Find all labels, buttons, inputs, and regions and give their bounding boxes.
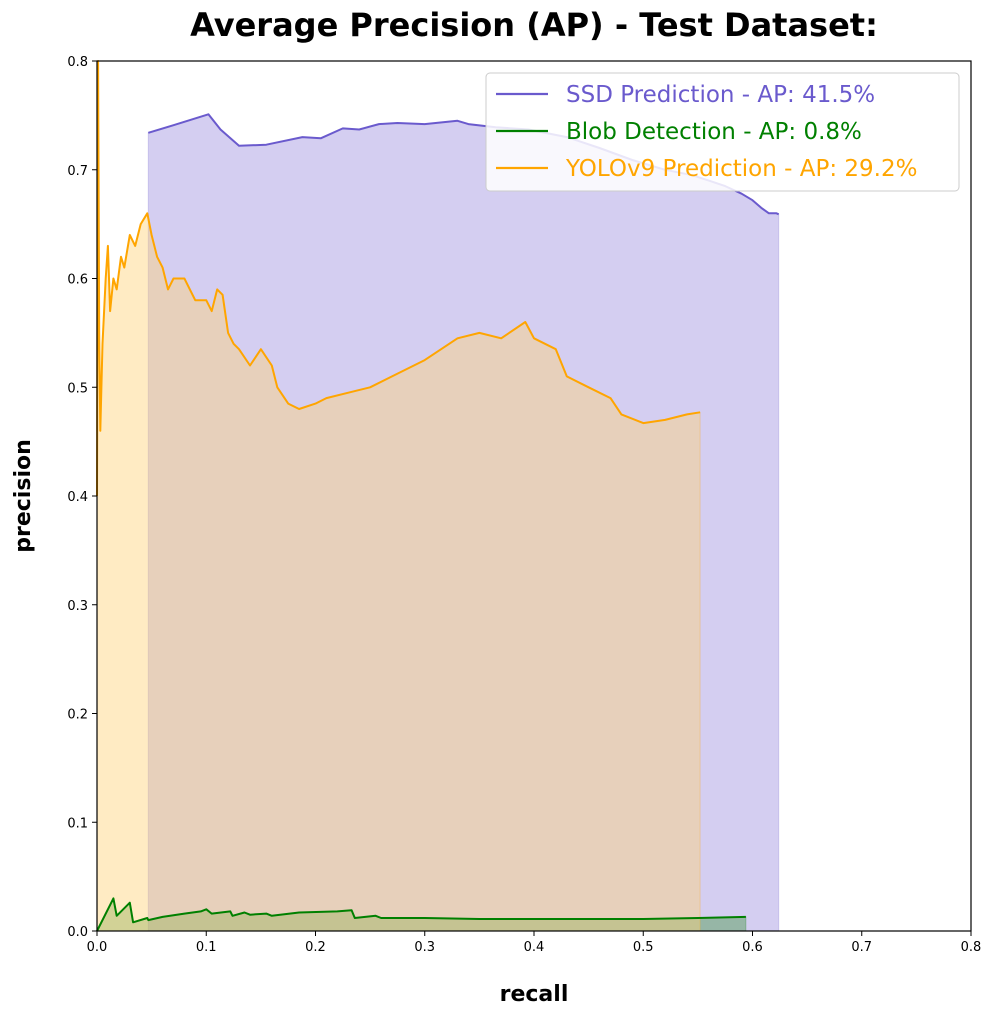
x-tick-label: 0.1 [196, 940, 217, 955]
y-tick-label: 0.8 [67, 55, 88, 70]
y-tick-label: 0.1 [67, 816, 88, 831]
ssd-prediction-curve [148, 113, 780, 216]
chart-title: Average Precision (AP) - Test Dataset: [190, 6, 878, 44]
y-tick-label: 0.7 [67, 164, 88, 179]
y-tick-label: 0.2 [67, 708, 88, 723]
axis-ticks: 0.0 0.1 0.2 0.3 0.4 0.5 0.6 0.7 0.8 0.0 0.1 0.2 0.3 0… [67, 55, 981, 955]
y-tick-label: 0.5 [67, 381, 88, 396]
blob-detection-curve [96, 897, 746, 932]
x-tick-label: 0.8 [961, 940, 982, 955]
series-lines [96, 60, 780, 932]
x-tick-label: 0.6 [742, 940, 763, 955]
x-tick-label: 0.2 [305, 940, 326, 955]
yolov9-prediction-curve [96, 60, 701, 497]
y-tick-label: 0.6 [67, 273, 88, 288]
legend: SSD Prediction - AP: 41.5% Blob Detection… [485, 72, 960, 192]
y-tick-label: 0.3 [67, 599, 88, 614]
x-tick-label: 0.5 [633, 940, 654, 955]
x-tick-label: 0.3 [414, 940, 435, 955]
x-tick-label: 0.4 [524, 940, 545, 955]
blob-detection-legend-label: Blob Detection - AP: 0.8% [566, 119, 862, 145]
legend-box [485, 72, 960, 192]
x-axis-label: recall [500, 982, 569, 1007]
y-tick-label: 0.4 [67, 490, 88, 505]
ssd-prediction-legend-label: SSD Prediction - AP: 41.5% [566, 82, 875, 108]
y-axis-label: precision [11, 439, 36, 553]
yolov9-prediction-legend-label: YOLOv9 Prediction - AP: 29.2% [565, 156, 917, 182]
y-tick-label: 0.0 [67, 925, 88, 940]
x-tick-label: 0.7 [851, 940, 872, 955]
x-tick-label: 0.0 [87, 940, 108, 955]
